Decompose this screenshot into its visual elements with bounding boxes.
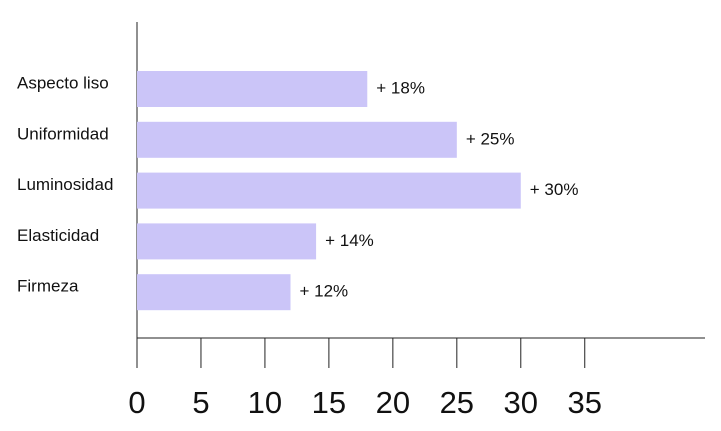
x-tick-label: 30 <box>504 385 538 420</box>
data-label: + 12% <box>300 282 349 301</box>
x-tick-label: 20 <box>376 385 410 420</box>
category-label: Firmeza <box>17 277 79 296</box>
bar <box>137 71 368 107</box>
x-tick-label: 0 <box>128 385 145 420</box>
x-tick-label: 25 <box>440 385 474 420</box>
category-label: Uniformidad <box>17 124 109 143</box>
data-label: + 30% <box>530 180 579 199</box>
data-label: + 14% <box>325 231 374 250</box>
data-label: + 18% <box>376 78 425 97</box>
x-tick-label: 5 <box>192 385 209 420</box>
x-tick-label: 35 <box>568 385 602 420</box>
bar <box>137 223 317 260</box>
data-label: + 25% <box>466 129 515 148</box>
category-label: Aspecto liso <box>17 73 109 92</box>
category-label: Elasticidad <box>17 226 99 245</box>
bar <box>137 121 457 158</box>
x-tick-label: 15 <box>312 385 346 420</box>
x-tick-label: 10 <box>248 385 282 420</box>
category-label: Luminosidad <box>17 175 113 194</box>
bar <box>137 274 291 311</box>
bar <box>137 172 521 209</box>
